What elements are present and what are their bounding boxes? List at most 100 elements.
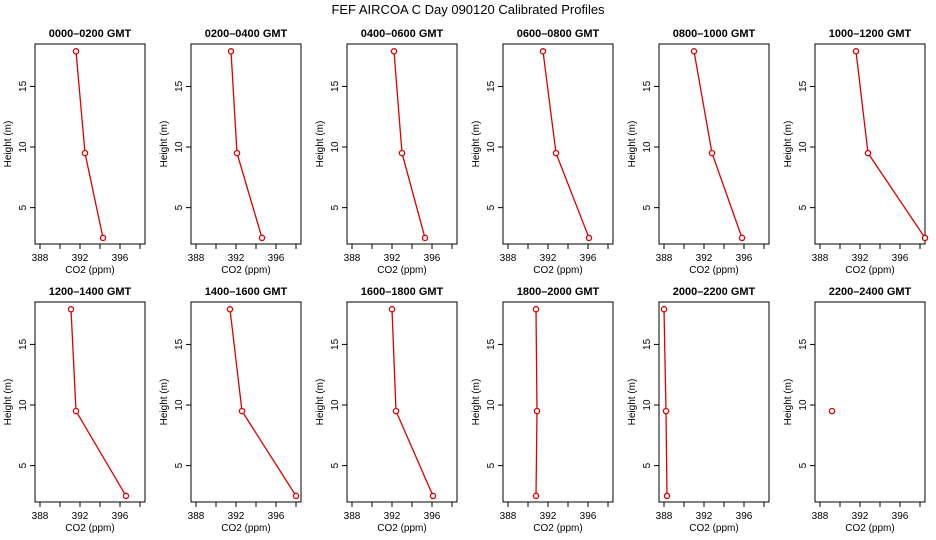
plot-frame — [34, 43, 146, 245]
x-tick-label: 388 — [32, 511, 49, 522]
data-point — [532, 492, 540, 500]
data-point — [292, 492, 300, 500]
x-axis-label: CO2 (ppm) — [533, 523, 582, 534]
y-tick-label: 5 — [330, 462, 341, 468]
x-tick-label: 396 — [112, 511, 129, 522]
x-tick-label: 396 — [736, 253, 753, 264]
y-axis-label: Height (m) — [783, 379, 794, 426]
x-axis-label: CO2 (ppm) — [689, 523, 738, 534]
data-point — [585, 234, 593, 242]
data-point — [227, 48, 235, 55]
x-tick-label: 388 — [32, 253, 49, 264]
panel: 0800–1000 GMT 388 392 396 5 10 15 CO2 (ppm) Heig… — [627, 28, 770, 276]
profile-line — [542, 51, 590, 239]
y-axis-label: Height (m) — [471, 379, 482, 426]
x-tick-label: 388 — [656, 253, 673, 264]
x-tick-label: 388 — [188, 511, 205, 522]
profile-line — [229, 309, 297, 497]
y-tick-label: 15 — [18, 338, 29, 350]
plot-frame — [502, 43, 614, 245]
y-tick-label: 10 — [642, 141, 653, 153]
data-point — [690, 48, 698, 55]
y-axis-label: Height (m) — [315, 379, 326, 426]
plot-frame — [346, 301, 458, 503]
y-tick-label: 5 — [642, 462, 653, 468]
y-tick-label: 5 — [174, 462, 185, 468]
profile-line — [75, 51, 104, 239]
data-point — [122, 492, 130, 500]
y-tick-label: 15 — [798, 338, 809, 350]
x-axis-label: CO2 (ppm) — [689, 265, 738, 276]
panel-title: 0200–0400 GMT — [205, 28, 288, 40]
x-tick-label: 396 — [580, 253, 597, 264]
x-tick-label: 388 — [344, 253, 361, 264]
panel: 0400–0600 GMT 388 392 396 5 10 15 CO2 (ppm) Heig… — [315, 28, 458, 276]
profile-line — [70, 309, 127, 497]
x-tick-label: 396 — [580, 511, 597, 522]
plot-frame — [814, 301, 926, 503]
x-axis-label: CO2 (ppm) — [377, 265, 426, 276]
panel: 1400–1600 GMT 388 392 396 5 10 15 CO2 (ppm) Heig… — [159, 286, 302, 534]
x-tick-label: 392 — [228, 253, 245, 264]
x-tick-label: 388 — [656, 511, 673, 522]
data-point — [552, 149, 560, 157]
y-tick-label: 5 — [798, 462, 809, 468]
data-point — [81, 149, 89, 157]
y-tick-label: 10 — [486, 141, 497, 153]
x-axis-label: CO2 (ppm) — [221, 265, 270, 276]
x-tick-label: 392 — [72, 511, 89, 522]
y-tick-label: 10 — [18, 399, 29, 411]
y-tick-label: 5 — [174, 204, 185, 210]
x-axis-label: CO2 (ppm) — [65, 265, 114, 276]
x-tick-label: 396 — [112, 253, 129, 264]
y-tick-label: 5 — [18, 204, 29, 210]
profile-line — [393, 51, 426, 239]
panel: 1000–1200 GMT 388 392 396 5 10 15 CO2 (ppm) Heig… — [783, 28, 929, 276]
x-tick-label: 392 — [540, 511, 557, 522]
y-tick-label: 15 — [486, 338, 497, 350]
y-tick-label: 15 — [486, 80, 497, 92]
y-tick-label: 15 — [330, 80, 341, 92]
data-point — [233, 149, 241, 157]
y-tick-label: 15 — [18, 80, 29, 92]
y-axis-label: Height (m) — [3, 121, 14, 168]
panel-title: 2200–2400 GMT — [829, 286, 912, 298]
x-tick-label: 388 — [500, 511, 517, 522]
y-tick-label: 15 — [642, 338, 653, 350]
panel-title: 0400–0600 GMT — [361, 28, 444, 40]
x-tick-label: 388 — [500, 253, 517, 264]
y-tick-label: 10 — [486, 399, 497, 411]
data-point — [660, 306, 668, 313]
data-point — [392, 407, 400, 415]
data-point — [539, 48, 547, 55]
panel-title: 1000–1200 GMT — [829, 28, 912, 40]
panel: 0600–0800 GMT 388 392 396 5 10 15 CO2 (ppm) Heig… — [471, 28, 614, 276]
y-tick-label: 15 — [174, 338, 185, 350]
data-point — [708, 149, 716, 157]
x-tick-label: 392 — [384, 253, 401, 264]
y-axis-label: Height (m) — [3, 379, 14, 426]
y-tick-label: 10 — [174, 399, 185, 411]
y-tick-label: 10 — [174, 141, 185, 153]
x-tick-label: 396 — [736, 511, 753, 522]
data-point — [72, 407, 80, 415]
x-tick-label: 388 — [188, 253, 205, 264]
profile-line — [855, 51, 926, 239]
y-tick-label: 5 — [642, 204, 653, 210]
x-tick-label: 388 — [812, 253, 829, 264]
panel-title: 1600–1800 GMT — [361, 286, 444, 298]
data-point — [258, 234, 266, 242]
x-tick-label: 388 — [812, 511, 829, 522]
data-point — [429, 492, 437, 500]
y-tick-label: 15 — [330, 338, 341, 350]
y-tick-label: 5 — [798, 204, 809, 210]
panel: 0200–0400 GMT 388 392 396 5 10 15 CO2 (ppm) Heig… — [159, 28, 302, 276]
data-point — [72, 48, 80, 55]
data-point — [662, 407, 670, 415]
profile-line — [535, 309, 538, 496]
x-tick-label: 392 — [696, 511, 713, 522]
y-axis-label: Height (m) — [783, 121, 794, 168]
x-axis-label: CO2 (ppm) — [845, 523, 894, 534]
panel-title: 0000–0200 GMT — [49, 28, 132, 40]
